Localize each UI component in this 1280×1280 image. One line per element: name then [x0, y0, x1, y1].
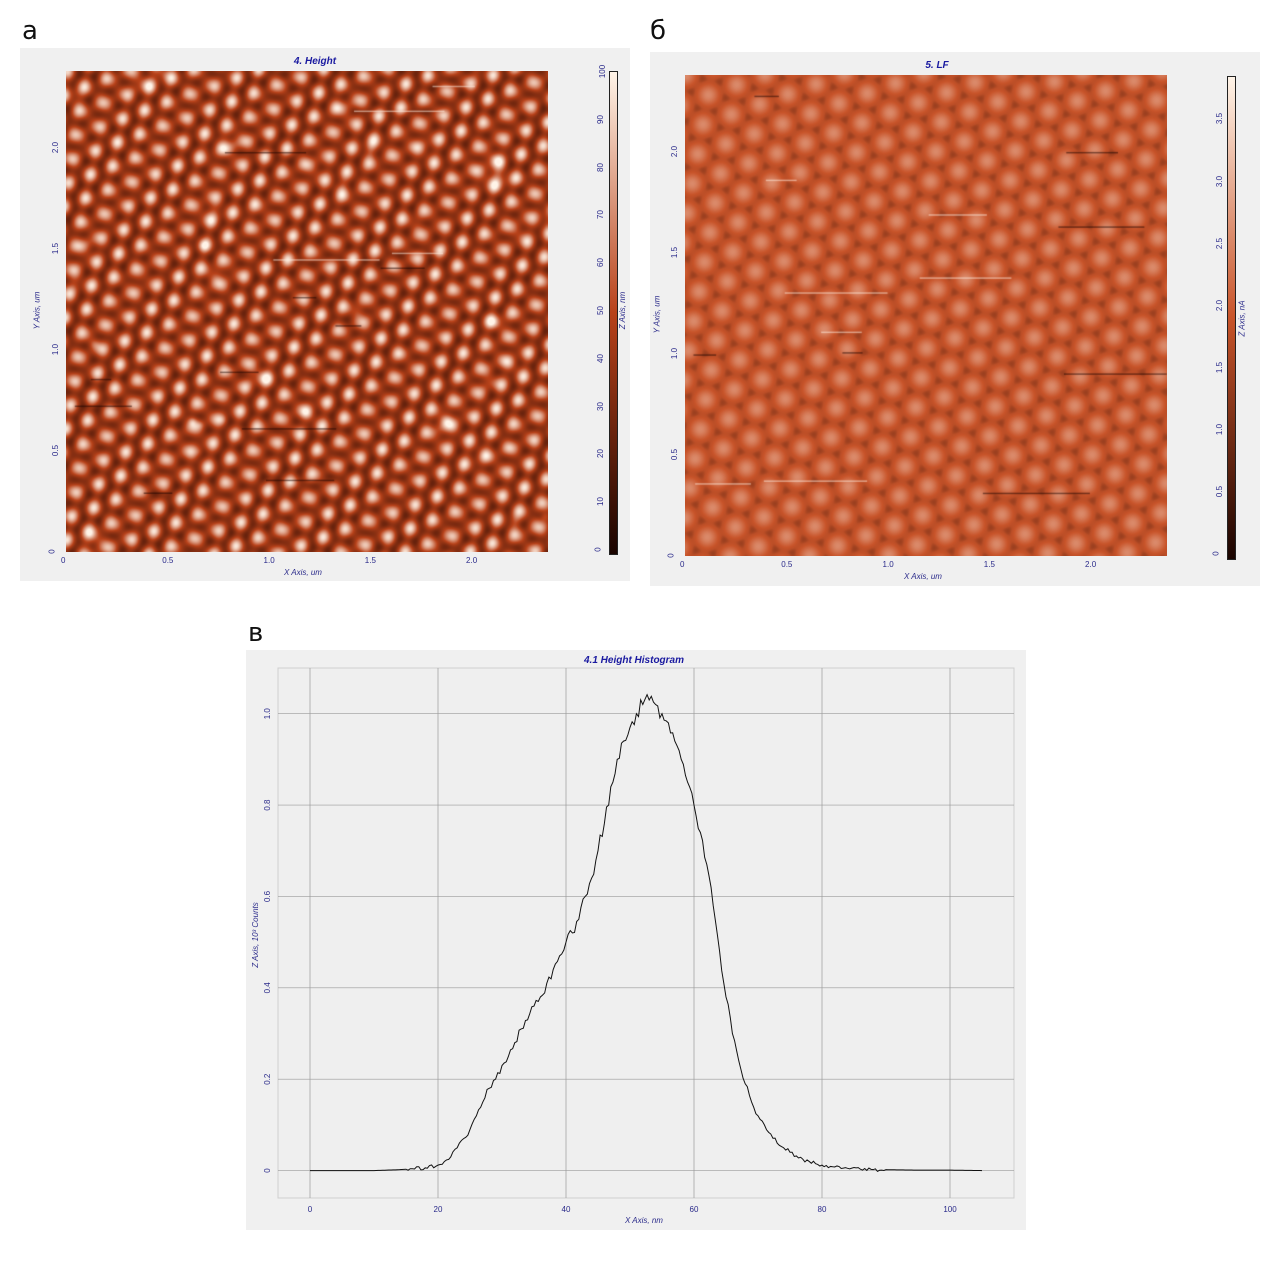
lf-map-image	[685, 75, 1167, 556]
histogram-x-tick-label: 40	[562, 1205, 571, 1214]
height-map-x-tick: 0	[61, 556, 66, 565]
lf-colorbar	[1227, 76, 1236, 560]
height-colorbar-label: Z Axis, nm	[618, 291, 628, 330]
lf-map-z-tick: 0.5	[1215, 485, 1225, 497]
height-map-y-label: Y Axis, um	[32, 291, 42, 330]
lf-map-y-tick: 0	[666, 553, 676, 558]
lf-map-y-tick: 2.0	[670, 145, 680, 157]
histogram-x-tick-label: 80	[818, 1205, 827, 1214]
lf-map-frame: 5. LF X Axis, um Y Axis, um Z Axis, nA 0…	[650, 52, 1260, 586]
lf-map-x-label: X Axis, um	[904, 572, 942, 581]
histogram-x-tick-label: 0	[308, 1205, 313, 1214]
height-histogram-chart: 0 20 40 60 80 100 0 0.2 0.4 0.6 0.8 1.0 4.1 Height …	[251, 655, 1015, 1225]
histogram-y-tick-label: 0.2	[263, 1073, 272, 1085]
lf-map-y-tick: 1.5	[670, 246, 680, 258]
panel-letter-b: б	[650, 16, 667, 46]
height-map-z-tick: 70	[595, 210, 605, 220]
histogram-x-tick-label: 20	[434, 1205, 443, 1214]
lf-map-x-tick: 1.5	[983, 560, 995, 569]
height-map-x-tick: 1.5	[364, 556, 376, 565]
lf-map-y-tick: 1.0	[670, 347, 680, 359]
histogram-y-tick-label: 0.4	[263, 982, 272, 994]
lf-map-x-tick: 2.0	[1085, 560, 1097, 569]
height-map-x-tick: 1.0	[263, 556, 275, 565]
height-map-z-tick: 30	[595, 401, 605, 411]
histogram-y-tick-label: 0.8	[263, 799, 272, 811]
height-map-x-label: X Axis, um	[284, 568, 322, 577]
lf-map-z-tick: 0	[1211, 551, 1221, 556]
lf-map-z-tick: 1.5	[1215, 361, 1225, 373]
histogram-x-tick-label: 100	[943, 1205, 957, 1214]
lf-map-y-label: Y Axis, um	[652, 295, 662, 334]
histogram-frame: 0 20 40 60 80 100 0 0.2 0.4 0.6 0.8 1.0 4.1 Height …	[246, 650, 1026, 1230]
lf-map-x-tick: 0.5	[781, 560, 793, 569]
height-map-z-tick: 90	[595, 114, 605, 124]
height-map-y-tick: 2.0	[51, 141, 61, 153]
histogram-y-label: Z Axis, 10³ Counts	[251, 902, 260, 969]
histogram-ticks: 0 20 40 60 80 100 0 0.2 0.4 0.6 0.8 1.0	[263, 708, 957, 1214]
height-map-y-tick: 0	[47, 549, 57, 554]
histogram-y-tick-label: 0	[263, 1168, 272, 1173]
lf-colorbar-label: Z Axis, nA	[1237, 300, 1247, 337]
lf-map-z-tick: 2.0	[1215, 299, 1225, 311]
panel-letter-a: а	[22, 16, 38, 46]
height-map-z-tick: 0	[593, 547, 603, 552]
height-map-x-tick: 0.5	[162, 556, 174, 565]
height-colorbar	[609, 71, 618, 555]
height-map-z-tick: 80	[595, 162, 605, 172]
histogram-x-tick-label: 60	[690, 1205, 699, 1214]
lf-map-x-tick: 0	[680, 560, 685, 569]
lf-map-z-tick: 1.0	[1215, 423, 1225, 435]
lf-map-z-tick: 3.5	[1215, 113, 1225, 125]
panel-letter-c: в	[248, 618, 264, 648]
histogram-series-line	[309, 693, 983, 1172]
height-map-title: 4. Height	[293, 56, 337, 67]
lf-map-x-tick: 1.0	[882, 560, 894, 569]
height-map-z-tick: 60	[595, 258, 605, 268]
height-map-y-tick: 1.0	[51, 343, 61, 355]
height-map-z-tick: 100	[598, 64, 608, 79]
height-map-y-tick: 1.5	[51, 242, 61, 254]
height-map-x-tick: 2.0	[466, 556, 478, 565]
height-map-z-tick: 50	[595, 306, 605, 315]
height-map-y-tick: 0.5	[51, 444, 61, 456]
lf-map-z-tick: 3.0	[1215, 175, 1225, 187]
lf-map-y-tick: 0.5	[670, 448, 680, 460]
histogram-x-label: X Axis, nm	[624, 1216, 663, 1225]
lf-map-title: 5. LF	[925, 60, 949, 71]
height-map-z-tick: 20	[595, 449, 605, 459]
height-map-z-tick: 40	[595, 353, 605, 363]
height-map-z-tick: 10	[595, 497, 605, 507]
histogram-y-tick-label: 0.6	[263, 890, 272, 902]
height-map-image	[66, 71, 548, 552]
lf-map-z-tick: 2.5	[1215, 237, 1225, 249]
histogram-grid	[278, 668, 1014, 1198]
histogram-title: 4.1 Height Histogram	[583, 655, 684, 666]
histogram-y-tick-label: 1.0	[263, 708, 272, 720]
height-map-frame: 4. Height X Axis, um Y Axis, um Z Axis, …	[20, 48, 630, 581]
